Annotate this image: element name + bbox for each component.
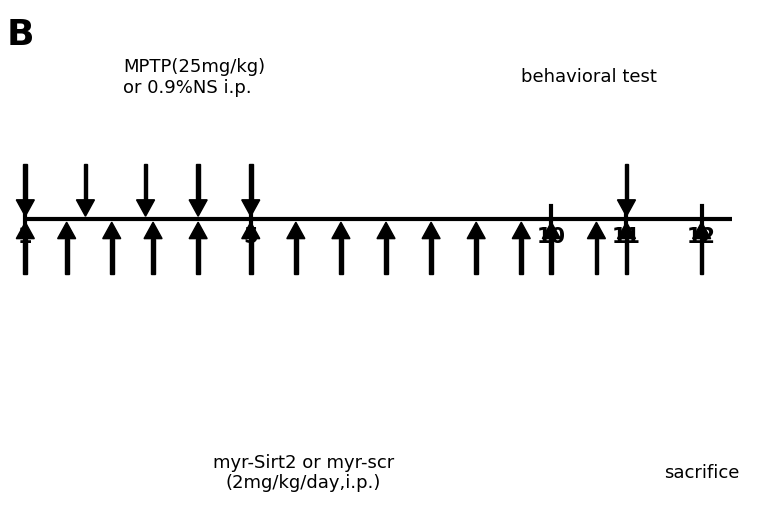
Text: sacrifice: sacrifice bbox=[664, 464, 740, 482]
Bar bbox=[550, 239, 553, 275]
Polygon shape bbox=[17, 200, 34, 216]
Polygon shape bbox=[241, 222, 260, 239]
Polygon shape bbox=[542, 222, 560, 239]
Text: MPTP(25mg/kg)
or 0.9%NS i.p.: MPTP(25mg/kg) or 0.9%NS i.p. bbox=[123, 58, 265, 97]
Polygon shape bbox=[377, 222, 395, 239]
Bar bbox=[249, 164, 253, 200]
Polygon shape bbox=[136, 200, 154, 216]
Bar bbox=[625, 164, 628, 200]
Text: 11: 11 bbox=[612, 227, 641, 247]
Polygon shape bbox=[189, 222, 207, 239]
Polygon shape bbox=[241, 200, 260, 216]
Polygon shape bbox=[693, 222, 711, 239]
Polygon shape bbox=[618, 200, 635, 216]
Bar bbox=[475, 239, 478, 275]
Bar bbox=[384, 239, 388, 275]
Polygon shape bbox=[144, 222, 162, 239]
Text: 1: 1 bbox=[18, 227, 33, 247]
Text: B: B bbox=[7, 18, 34, 52]
Bar bbox=[339, 239, 343, 275]
Bar bbox=[144, 164, 148, 200]
Polygon shape bbox=[618, 222, 635, 239]
Bar bbox=[151, 239, 155, 275]
Bar bbox=[110, 239, 114, 275]
Bar bbox=[196, 239, 200, 275]
Bar bbox=[65, 239, 69, 275]
Text: behavioral test: behavioral test bbox=[521, 69, 657, 87]
Polygon shape bbox=[422, 222, 440, 239]
Bar bbox=[429, 239, 433, 275]
Text: 12: 12 bbox=[687, 227, 716, 247]
Polygon shape bbox=[587, 222, 606, 239]
Text: myr-Sirt2 or myr-scr
(2mg/kg/day,i.p.): myr-Sirt2 or myr-scr (2mg/kg/day,i.p.) bbox=[213, 454, 394, 493]
Bar bbox=[23, 164, 27, 200]
Polygon shape bbox=[17, 222, 34, 239]
Polygon shape bbox=[512, 222, 531, 239]
Text: 10: 10 bbox=[537, 227, 565, 247]
Bar bbox=[594, 239, 598, 275]
Polygon shape bbox=[103, 222, 121, 239]
Bar bbox=[699, 239, 703, 275]
Bar bbox=[23, 239, 27, 275]
Polygon shape bbox=[76, 200, 95, 216]
Bar bbox=[294, 239, 298, 275]
Polygon shape bbox=[332, 222, 350, 239]
Bar bbox=[625, 239, 628, 275]
Bar bbox=[249, 239, 253, 275]
Text: 5: 5 bbox=[244, 227, 258, 247]
Polygon shape bbox=[58, 222, 76, 239]
Polygon shape bbox=[287, 222, 305, 239]
Bar bbox=[519, 239, 523, 275]
Bar bbox=[196, 164, 200, 200]
Polygon shape bbox=[467, 222, 485, 239]
Bar bbox=[83, 164, 87, 200]
Polygon shape bbox=[189, 200, 207, 216]
